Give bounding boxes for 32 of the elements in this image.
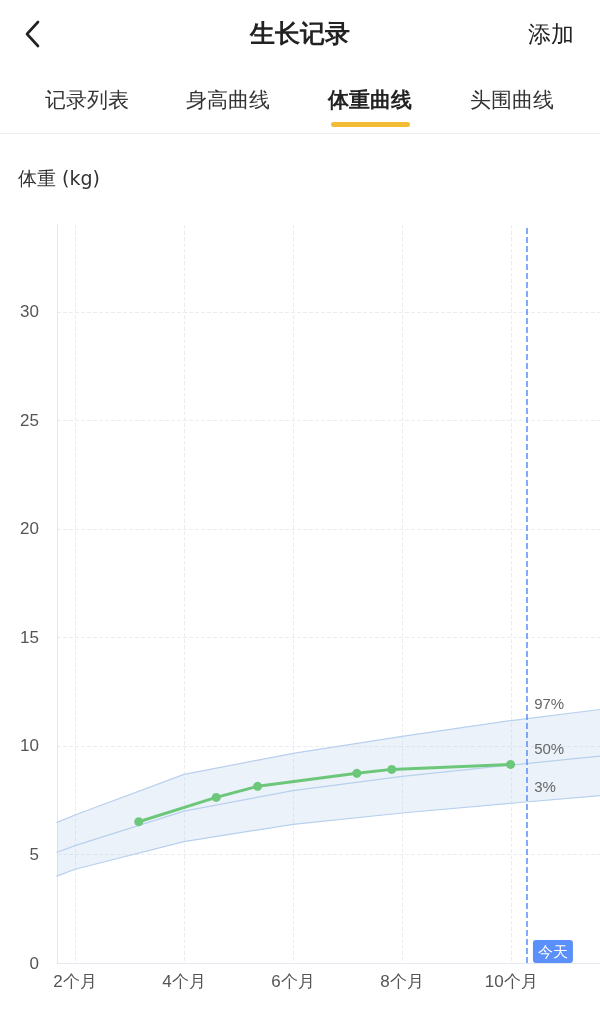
ref-line-label: 今天	[537, 943, 568, 960]
chart-title: 生长记录	[250, 19, 350, 48]
text: 身高曲线	[185, 87, 271, 114]
y-tick-label: 5	[29, 844, 39, 864]
point	[211, 792, 221, 802]
x-tick-label: 8个月	[380, 972, 424, 991]
y-tick-label: 0	[29, 953, 39, 973]
text: 添加	[528, 20, 574, 49]
point	[352, 768, 362, 778]
point	[506, 759, 516, 769]
series-label: 3%	[534, 777, 556, 795]
series-label: 50%	[534, 739, 565, 757]
y-tick-label: 10	[20, 736, 39, 756]
x-tick-label: 2个月	[53, 972, 97, 991]
line-series	[56, 755, 600, 853]
y-tick-label: 30	[20, 302, 39, 322]
point	[253, 781, 263, 791]
text: 体重曲线	[326, 87, 413, 114]
line-series	[56, 795, 600, 877]
text: 头围曲线	[469, 87, 555, 114]
point	[134, 817, 144, 827]
y-tick-label: 20	[20, 519, 39, 539]
y-axis-title: 体重 (kg)	[18, 166, 100, 191]
y-tick-label: 25	[20, 410, 39, 430]
point	[387, 764, 397, 774]
line-series	[56, 708, 600, 823]
text: 记录列表	[44, 87, 130, 114]
series-label: 97%	[534, 695, 565, 713]
x-tick-label: 4个月	[162, 972, 206, 991]
x-tick-label: 6个月	[271, 972, 315, 991]
y-tick-label: 15	[20, 627, 39, 647]
x-tick-label: 10个月	[484, 972, 538, 991]
